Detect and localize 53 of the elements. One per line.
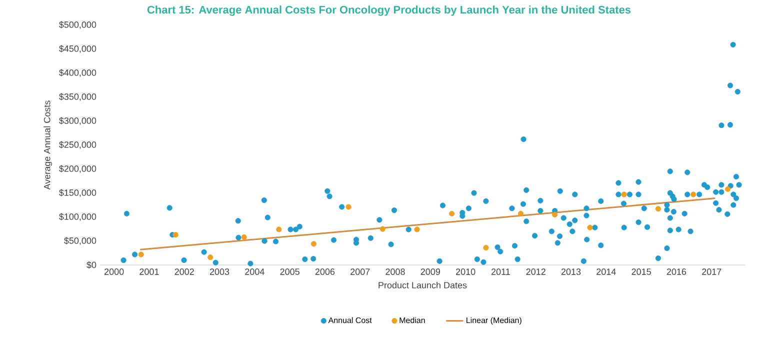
point (655, 206, 661, 212)
x-tick-label: 2002 (174, 268, 194, 275)
chart-title: Chart 15: Average Annual Costs For Oncology Products by Launch Year in the United States (147, 6, 631, 16)
point (172, 232, 178, 238)
point (724, 186, 731, 192)
point (138, 252, 144, 258)
x-tick-label: 2010 (456, 268, 476, 275)
point (346, 204, 352, 210)
point (310, 241, 317, 247)
point (380, 226, 386, 232)
point (552, 212, 558, 218)
y-tick-label: $250,000 (59, 141, 96, 149)
x-axis-title: Product Launch Dates (378, 282, 467, 288)
x-tick-label: 2016 (666, 268, 686, 275)
x-tick-label: 2013 (561, 268, 581, 275)
y-tick-label: $500,000 (59, 21, 96, 29)
y-tick-label: $0 (86, 261, 96, 269)
y-tick-label: $400,000 (59, 69, 96, 77)
y-tick-label: $150,000 (59, 189, 96, 197)
x-tick-label: 2009 (420, 268, 440, 275)
point (518, 210, 524, 216)
legend-label: Linear (Median) (466, 317, 522, 325)
point (241, 234, 247, 240)
y-tick-label: $450,000 (59, 45, 96, 53)
point (587, 224, 593, 230)
y-tick-label: $50,000 (64, 237, 96, 245)
point (208, 254, 214, 260)
x-tick-label: 2001 (140, 268, 159, 275)
x-tick-label: 2004 (245, 268, 264, 275)
point (690, 192, 696, 198)
y-tick-label: $100,000 (59, 213, 96, 221)
x-tick-label: 2005 (280, 268, 300, 275)
y-tick-label: $300,000 (59, 117, 96, 125)
legend-label: Median (400, 317, 425, 324)
x-tick-label: 2003 (210, 268, 230, 275)
x-tick-label: 2014 (596, 268, 616, 275)
x-tick-label: 2007 (350, 268, 370, 275)
x-tick-label: 2000 (104, 268, 124, 275)
point (483, 244, 489, 251)
point (621, 192, 627, 198)
y-axis-title: Average Annual Costs (44, 100, 52, 190)
point (449, 210, 455, 216)
point (276, 226, 282, 232)
x-tick-label: 2017 (702, 268, 722, 275)
x-tick-label: 2011 (491, 268, 510, 275)
x-tick-label: 2012 (526, 268, 546, 275)
point (414, 226, 420, 232)
y-tick-label: $350,000 (59, 93, 96, 101)
x-tick-label: 2015 (632, 268, 651, 275)
y-tick-label: $200,000 (59, 165, 96, 173)
x-tick-label: 2008 (386, 268, 405, 275)
legend-label: Annual Cost (328, 317, 372, 324)
x-tick-label: 2006 (315, 268, 335, 275)
